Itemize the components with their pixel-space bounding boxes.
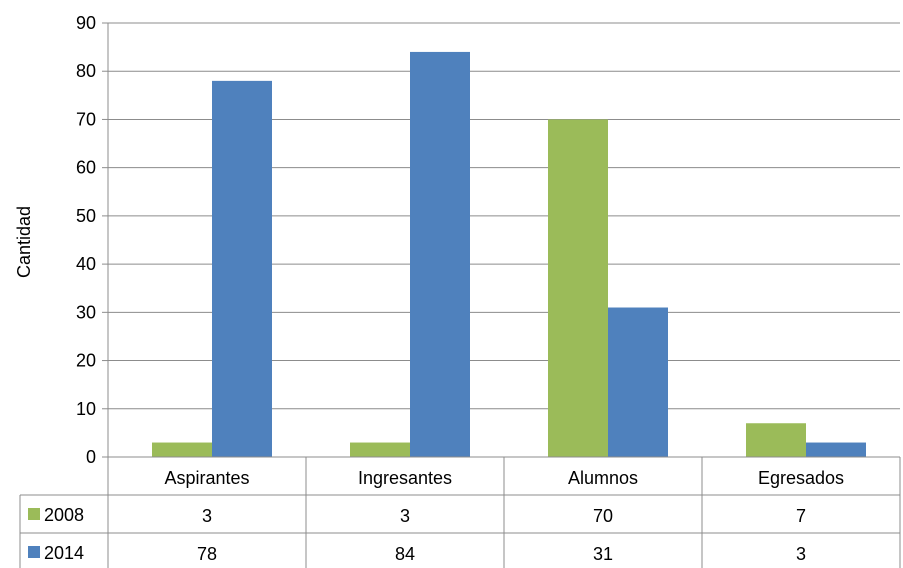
y-tick-label: 30 xyxy=(76,302,96,322)
bar-2014-Aspirantes xyxy=(212,80,272,457)
legend-swatch-2008 xyxy=(28,508,40,520)
data-label: 31 xyxy=(593,544,613,564)
y-tick-label: 20 xyxy=(76,351,96,371)
legend-label-2014: 2014 xyxy=(44,543,84,563)
x-tick-label: Alumnos xyxy=(568,468,638,488)
data-label: 70 xyxy=(593,506,613,526)
bar-2008-Aspirantes xyxy=(152,442,212,457)
y-tick-label: 10 xyxy=(76,399,96,419)
x-tick-label: Egresados xyxy=(758,468,844,488)
bar-2008-Ingresantes xyxy=(350,442,410,457)
y-axis-label: Cantidad xyxy=(14,206,34,278)
y-tick-label: 70 xyxy=(76,109,96,129)
y-axis-ticks: 0 10 20 30 40 50 60 70 80 90 xyxy=(76,13,108,467)
bar-2014-Alumnos xyxy=(608,307,668,457)
bar-2008-Egresados xyxy=(746,423,806,457)
data-label: 3 xyxy=(202,506,212,526)
y-tick-label: 90 xyxy=(76,13,96,33)
bar-2014-Ingresantes xyxy=(410,51,470,457)
x-tick-label: Ingresantes xyxy=(358,468,452,488)
data-label: 3 xyxy=(400,506,410,526)
y-tick-label: 60 xyxy=(76,158,96,178)
bars xyxy=(152,51,866,457)
bar-2008-Alumnos xyxy=(548,119,608,457)
x-tick-label: Aspirantes xyxy=(164,468,249,488)
bar-2014-Egresados xyxy=(806,442,866,457)
data-label: 7 xyxy=(796,506,806,526)
y-tick-label: 50 xyxy=(76,206,96,226)
legend-swatch-2014 xyxy=(28,546,40,558)
y-tick-label: 0 xyxy=(86,447,96,467)
y-tick-label: 40 xyxy=(76,254,96,274)
data-label: 3 xyxy=(796,544,806,564)
data-label: 84 xyxy=(395,544,415,564)
legend-label-2008: 2008 xyxy=(44,505,84,525)
y-tick-label: 80 xyxy=(76,61,96,81)
data-label: 78 xyxy=(197,544,217,564)
data-table: Aspirantes Ingresantes Alumnos Egresados 200… xyxy=(19,457,901,568)
